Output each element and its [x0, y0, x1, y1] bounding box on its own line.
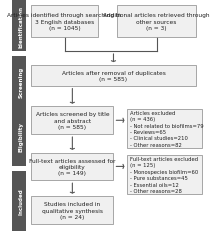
- Bar: [12, 1, 26, 52]
- FancyBboxPatch shape: [117, 6, 196, 38]
- Text: Full-text articles excluded
(n = 125)
- Monospecies biofilm=60
- Pure substances: Full-text articles excluded (n = 125) - …: [130, 156, 198, 193]
- FancyBboxPatch shape: [31, 153, 113, 180]
- Text: Additional articles retrieved through
other sources
(n = 3): Additional articles retrieved through ot…: [103, 13, 210, 31]
- Text: Articles excluded
(n = 436)
- Not related to biofilms=79
- Reviews=65
- Clinical: Articles excluded (n = 436) - Not relate…: [130, 110, 204, 147]
- Bar: [12, 107, 26, 167]
- FancyBboxPatch shape: [31, 107, 113, 134]
- Text: Eligibility: Eligibility: [19, 122, 24, 152]
- FancyBboxPatch shape: [127, 155, 202, 194]
- FancyBboxPatch shape: [31, 197, 113, 224]
- Text: Screening: Screening: [19, 66, 24, 97]
- Text: Articles screened by title
and abstract
(n = 585): Articles screened by title and abstract …: [36, 112, 109, 130]
- Text: Articles identified through searching in
3 English databases
(n = 1045): Articles identified through searching in…: [7, 13, 122, 31]
- Bar: [12, 171, 26, 231]
- FancyBboxPatch shape: [31, 66, 196, 86]
- FancyBboxPatch shape: [127, 109, 202, 148]
- Text: Studies included in
qualitative synthesis
(n = 24): Studies included in qualitative synthesi…: [42, 201, 103, 219]
- FancyBboxPatch shape: [31, 6, 98, 38]
- Text: Identification: Identification: [19, 6, 24, 48]
- Text: Full-text articles assessed for
eligibility
(n = 149): Full-text articles assessed for eligibil…: [29, 158, 116, 176]
- Text: Articles after removal of duplicates
(n = 585): Articles after removal of duplicates (n …: [62, 70, 165, 82]
- Text: Included: Included: [19, 188, 24, 214]
- Bar: [12, 56, 26, 107]
